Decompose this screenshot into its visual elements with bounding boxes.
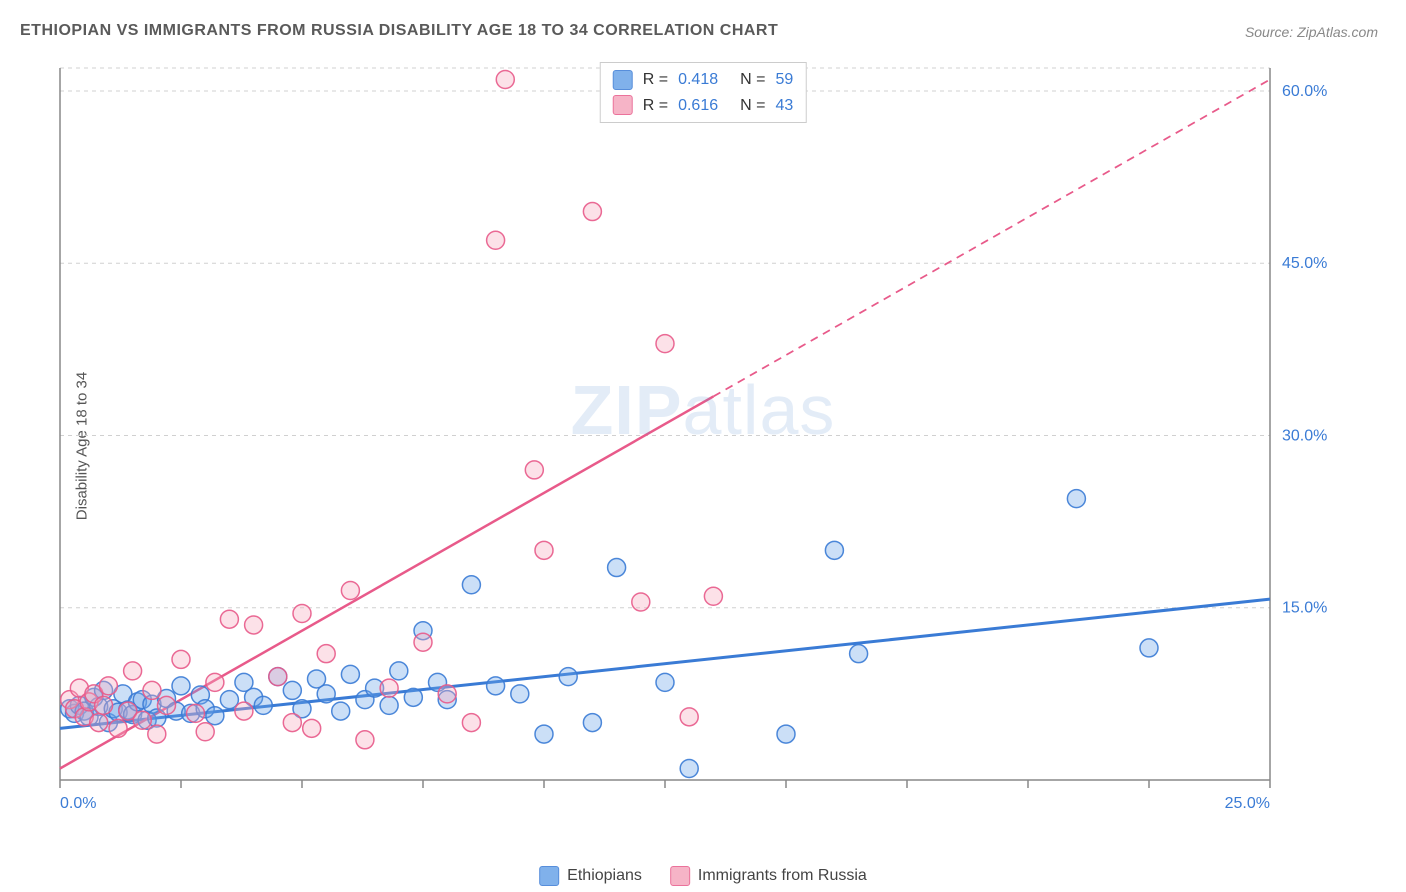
r-legend-row: R = 0.616 N = 43 [613, 93, 794, 119]
svg-text:25.0%: 25.0% [1225, 795, 1270, 812]
correlation-scatter-chart: 0.0% 25.0% 15.0% 30.0% 45.0% 60.0% [50, 60, 1340, 820]
legend-n-label: N = [740, 93, 765, 119]
legend-label: Ethiopians [567, 867, 642, 885]
legend-r-value: 0.418 [678, 67, 718, 93]
legend-item: Ethiopians [539, 866, 642, 886]
legend-swatch [613, 95, 633, 115]
chart-title: ETHIOPIAN VS IMMIGRANTS FROM RUSSIA DISA… [20, 22, 778, 40]
legend-n-label: N = [740, 67, 765, 93]
legend-r-value: 0.616 [678, 93, 718, 119]
legend-label: Immigrants from Russia [698, 867, 867, 885]
correlation-legend: R = 0.418 N = 59 R = 0.616 N = 43 [600, 62, 807, 123]
r-legend-row: R = 0.418 N = 59 [613, 67, 794, 93]
svg-text:30.0%: 30.0% [1282, 427, 1327, 444]
legend-swatch [613, 70, 633, 90]
svg-text:60.0%: 60.0% [1282, 83, 1327, 100]
legend-swatch [670, 866, 690, 886]
legend-n-value: 59 [775, 67, 793, 93]
legend-swatch [539, 866, 559, 886]
legend-r-label: R = [643, 93, 668, 119]
svg-text:45.0%: 45.0% [1282, 255, 1327, 272]
source-attribution: Source: ZipAtlas.com [1245, 24, 1378, 40]
series-legend: Ethiopians Immigrants from Russia [539, 866, 867, 886]
svg-text:15.0%: 15.0% [1282, 600, 1327, 617]
legend-item: Immigrants from Russia [670, 866, 867, 886]
legend-r-label: R = [643, 67, 668, 93]
legend-n-value: 43 [775, 93, 793, 119]
svg-text:0.0%: 0.0% [60, 795, 96, 812]
